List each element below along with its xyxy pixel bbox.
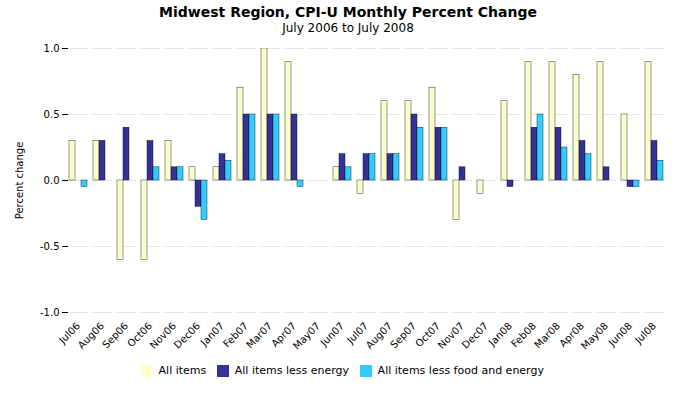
svg-text:Jul08: Jul08 xyxy=(632,320,658,346)
svg-text:0.5: 0.5 xyxy=(44,109,60,120)
html-text:July 2006 to July 2008: July 2006 to July 2008 xyxy=(282,21,414,35)
svg-text:Aug06: Aug06 xyxy=(76,320,107,351)
svg-text:Jun07: Jun07 xyxy=(318,320,347,349)
svg-text:May07: May07 xyxy=(291,320,322,351)
svg-text:Jun08: Jun08 xyxy=(606,320,635,349)
svg-text:Mar07: Mar07 xyxy=(244,320,274,350)
svg-text:Sep07: Sep07 xyxy=(388,320,418,350)
svg-text:Aug07: Aug07 xyxy=(364,320,395,351)
svg-text:Percent change: Percent change xyxy=(14,142,25,220)
svg-text:Apr07: Apr07 xyxy=(269,320,299,350)
svg-text:Dec07: Dec07 xyxy=(460,320,490,350)
svg-text:Oct06: Oct06 xyxy=(125,320,155,350)
svg-text:0.0: 0.0 xyxy=(44,175,60,186)
svg-text:Sep06: Sep06 xyxy=(100,320,130,350)
svg-text:Jan08: Jan08 xyxy=(486,320,514,348)
svg-text:-1.0: -1.0 xyxy=(40,307,60,318)
svg-text:-0.5: -0.5 xyxy=(40,241,60,252)
svg-text:Oct07: Oct07 xyxy=(413,320,443,350)
html-text:All items: All items xyxy=(158,364,207,377)
svg-text:Jul06: Jul06 xyxy=(56,320,83,346)
html-text:All items less energy: All items less energy xyxy=(234,364,350,377)
svg-text:Jul07: Jul07 xyxy=(344,320,371,346)
html-text:Midwest Region, CPI-U Monthly: Midwest Region, CPI-U Monthly Percent Ch… xyxy=(159,4,537,20)
svg-text:Nov06: Nov06 xyxy=(148,320,179,351)
svg-text:Dec06: Dec06 xyxy=(172,320,202,350)
svg-text:Nov07: Nov07 xyxy=(436,320,467,351)
svg-text:Feb08: Feb08 xyxy=(508,320,539,350)
svg-text:Apr08: Apr08 xyxy=(557,320,587,350)
svg-text:1.0: 1.0 xyxy=(44,43,60,54)
svg-text:Feb07: Feb07 xyxy=(220,320,251,350)
html-text:All items less food and energy: All items less food and energy xyxy=(377,364,544,377)
svg-text:Mar08: Mar08 xyxy=(532,320,562,350)
svg-text:Jan07: Jan07 xyxy=(198,320,226,348)
svg-text:May08: May08 xyxy=(579,320,610,351)
